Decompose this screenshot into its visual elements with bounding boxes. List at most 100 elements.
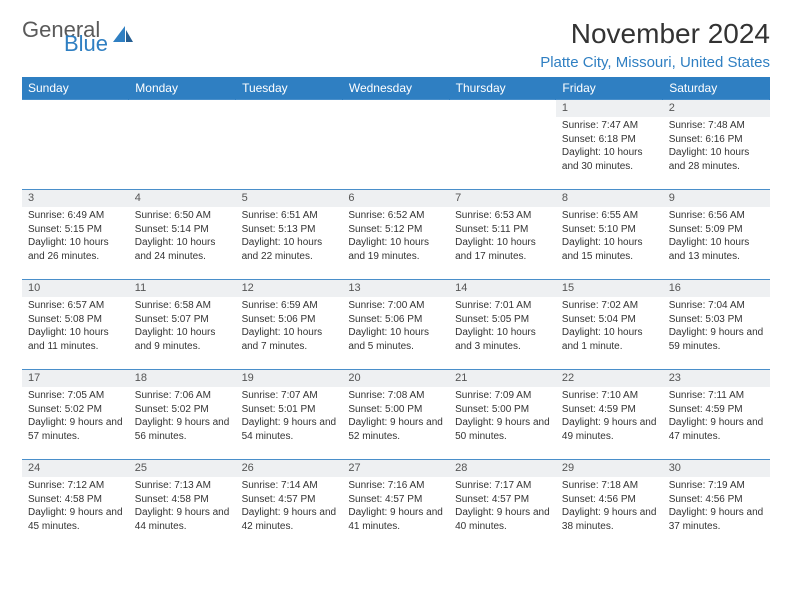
calendar-day-cell: 28Sunrise: 7:17 AMSunset: 4:57 PMDayligh… [449, 460, 556, 550]
day-number: 24 [22, 460, 129, 477]
calendar-day-cell: 12Sunrise: 6:59 AMSunset: 5:06 PMDayligh… [236, 280, 343, 370]
weekday-header: Thursday [449, 77, 556, 100]
day-number: 30 [663, 460, 770, 477]
day-content: Sunrise: 6:51 AMSunset: 5:13 PMDaylight:… [236, 207, 343, 267]
day-content: Sunrise: 6:55 AMSunset: 5:10 PMDaylight:… [556, 207, 663, 267]
calendar-table: SundayMondayTuesdayWednesdayThursdayFrid… [22, 77, 770, 550]
day-content: Sunrise: 6:56 AMSunset: 5:09 PMDaylight:… [663, 207, 770, 267]
day-content: Sunrise: 7:01 AMSunset: 5:05 PMDaylight:… [449, 297, 556, 357]
weekday-header: Tuesday [236, 77, 343, 100]
day-number: 16 [663, 280, 770, 297]
day-number: 14 [449, 280, 556, 297]
calendar-day-cell [449, 100, 556, 190]
day-number: 12 [236, 280, 343, 297]
calendar-day-cell: 21Sunrise: 7:09 AMSunset: 5:00 PMDayligh… [449, 370, 556, 460]
day-number: 11 [129, 280, 236, 297]
day-number: 18 [129, 370, 236, 387]
day-number: 7 [449, 190, 556, 207]
day-content: Sunrise: 7:05 AMSunset: 5:02 PMDaylight:… [22, 387, 129, 447]
calendar-day-cell: 8Sunrise: 6:55 AMSunset: 5:10 PMDaylight… [556, 190, 663, 280]
weekday-header: Sunday [22, 77, 129, 100]
calendar-week-row: 17Sunrise: 7:05 AMSunset: 5:02 PMDayligh… [22, 370, 770, 460]
calendar-day-cell: 29Sunrise: 7:18 AMSunset: 4:56 PMDayligh… [556, 460, 663, 550]
calendar-day-cell: 17Sunrise: 7:05 AMSunset: 5:02 PMDayligh… [22, 370, 129, 460]
month-title: November 2024 [540, 18, 770, 50]
day-content: Sunrise: 7:02 AMSunset: 5:04 PMDaylight:… [556, 297, 663, 357]
calendar-day-cell: 1Sunrise: 7:47 AMSunset: 6:18 PMDaylight… [556, 100, 663, 190]
day-content: Sunrise: 7:13 AMSunset: 4:58 PMDaylight:… [129, 477, 236, 537]
header: General Blue November 2024 Platte City, … [22, 18, 770, 71]
calendar-day-cell: 23Sunrise: 7:11 AMSunset: 4:59 PMDayligh… [663, 370, 770, 460]
day-content: Sunrise: 6:50 AMSunset: 5:14 PMDaylight:… [129, 207, 236, 267]
day-content: Sunrise: 7:07 AMSunset: 5:01 PMDaylight:… [236, 387, 343, 447]
day-content: Sunrise: 6:57 AMSunset: 5:08 PMDaylight:… [22, 297, 129, 357]
day-content: Sunrise: 7:04 AMSunset: 5:03 PMDaylight:… [663, 297, 770, 357]
day-content: Sunrise: 7:09 AMSunset: 5:00 PMDaylight:… [449, 387, 556, 447]
weekday-header: Wednesday [342, 77, 449, 100]
day-number: 4 [129, 190, 236, 207]
day-number: 13 [342, 280, 449, 297]
calendar-day-cell [129, 100, 236, 190]
calendar-day-cell [342, 100, 449, 190]
calendar-day-cell: 6Sunrise: 6:52 AMSunset: 5:12 PMDaylight… [342, 190, 449, 280]
calendar-page: General Blue November 2024 Platte City, … [0, 0, 792, 550]
day-number: 2 [663, 100, 770, 117]
calendar-day-cell: 5Sunrise: 6:51 AMSunset: 5:13 PMDaylight… [236, 190, 343, 280]
day-number: 28 [449, 460, 556, 477]
day-number: 1 [556, 100, 663, 117]
day-content: Sunrise: 6:59 AMSunset: 5:06 PMDaylight:… [236, 297, 343, 357]
weekday-header-row: SundayMondayTuesdayWednesdayThursdayFrid… [22, 77, 770, 100]
calendar-day-cell: 19Sunrise: 7:07 AMSunset: 5:01 PMDayligh… [236, 370, 343, 460]
day-content: Sunrise: 7:14 AMSunset: 4:57 PMDaylight:… [236, 477, 343, 537]
day-content: Sunrise: 7:10 AMSunset: 4:59 PMDaylight:… [556, 387, 663, 447]
weekday-header: Saturday [663, 77, 770, 100]
logo: General Blue [22, 20, 134, 54]
calendar-day-cell: 16Sunrise: 7:04 AMSunset: 5:03 PMDayligh… [663, 280, 770, 370]
day-content: Sunrise: 7:08 AMSunset: 5:00 PMDaylight:… [342, 387, 449, 447]
calendar-day-cell: 11Sunrise: 6:58 AMSunset: 5:07 PMDayligh… [129, 280, 236, 370]
day-number: 23 [663, 370, 770, 387]
day-content: Sunrise: 7:11 AMSunset: 4:59 PMDaylight:… [663, 387, 770, 447]
title-block: November 2024 Platte City, Missouri, Uni… [540, 18, 770, 71]
calendar-day-cell: 3Sunrise: 6:49 AMSunset: 5:15 PMDaylight… [22, 190, 129, 280]
calendar-day-cell: 24Sunrise: 7:12 AMSunset: 4:58 PMDayligh… [22, 460, 129, 550]
calendar-day-cell [236, 100, 343, 190]
day-number: 26 [236, 460, 343, 477]
calendar-day-cell: 14Sunrise: 7:01 AMSunset: 5:05 PMDayligh… [449, 280, 556, 370]
day-content: Sunrise: 7:17 AMSunset: 4:57 PMDaylight:… [449, 477, 556, 537]
day-content: Sunrise: 6:53 AMSunset: 5:11 PMDaylight:… [449, 207, 556, 267]
day-number: 9 [663, 190, 770, 207]
calendar-day-cell: 4Sunrise: 6:50 AMSunset: 5:14 PMDaylight… [129, 190, 236, 280]
day-content: Sunrise: 7:00 AMSunset: 5:06 PMDaylight:… [342, 297, 449, 357]
calendar-week-row: 24Sunrise: 7:12 AMSunset: 4:58 PMDayligh… [22, 460, 770, 550]
day-content: Sunrise: 7:48 AMSunset: 6:16 PMDaylight:… [663, 117, 770, 177]
day-number: 21 [449, 370, 556, 387]
calendar-day-cell: 25Sunrise: 7:13 AMSunset: 4:58 PMDayligh… [129, 460, 236, 550]
calendar-day-cell: 10Sunrise: 6:57 AMSunset: 5:08 PMDayligh… [22, 280, 129, 370]
day-number: 6 [342, 190, 449, 207]
location-label: Platte City, Missouri, United States [540, 54, 770, 71]
day-number: 22 [556, 370, 663, 387]
day-content: Sunrise: 6:52 AMSunset: 5:12 PMDaylight:… [342, 207, 449, 267]
day-number: 27 [342, 460, 449, 477]
calendar-day-cell: 15Sunrise: 7:02 AMSunset: 5:04 PMDayligh… [556, 280, 663, 370]
calendar-day-cell: 27Sunrise: 7:16 AMSunset: 4:57 PMDayligh… [342, 460, 449, 550]
calendar-day-cell: 18Sunrise: 7:06 AMSunset: 5:02 PMDayligh… [129, 370, 236, 460]
logo-text-blue: Blue [64, 34, 108, 54]
calendar-day-cell: 26Sunrise: 7:14 AMSunset: 4:57 PMDayligh… [236, 460, 343, 550]
day-number: 3 [22, 190, 129, 207]
calendar-week-row: 10Sunrise: 6:57 AMSunset: 5:08 PMDayligh… [22, 280, 770, 370]
day-content: Sunrise: 6:49 AMSunset: 5:15 PMDaylight:… [22, 207, 129, 267]
day-content: Sunrise: 6:58 AMSunset: 5:07 PMDaylight:… [129, 297, 236, 357]
calendar-day-cell: 2Sunrise: 7:48 AMSunset: 6:16 PMDaylight… [663, 100, 770, 190]
calendar-day-cell [22, 100, 129, 190]
day-number: 25 [129, 460, 236, 477]
day-content: Sunrise: 7:16 AMSunset: 4:57 PMDaylight:… [342, 477, 449, 537]
day-content: Sunrise: 7:12 AMSunset: 4:58 PMDaylight:… [22, 477, 129, 537]
calendar-day-cell: 22Sunrise: 7:10 AMSunset: 4:59 PMDayligh… [556, 370, 663, 460]
calendar-day-cell: 20Sunrise: 7:08 AMSunset: 5:00 PMDayligh… [342, 370, 449, 460]
day-number: 15 [556, 280, 663, 297]
day-number: 17 [22, 370, 129, 387]
calendar-week-row: 1Sunrise: 7:47 AMSunset: 6:18 PMDaylight… [22, 100, 770, 190]
weekday-header: Friday [556, 77, 663, 100]
